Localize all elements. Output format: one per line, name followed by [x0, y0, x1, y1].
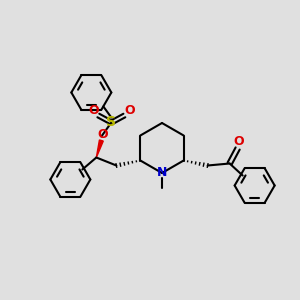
- Text: N: N: [157, 167, 167, 179]
- Text: O: O: [233, 135, 244, 148]
- Text: S: S: [106, 116, 116, 130]
- Text: O: O: [97, 128, 108, 141]
- Text: O: O: [124, 104, 135, 117]
- Polygon shape: [96, 140, 103, 158]
- Text: O: O: [88, 104, 99, 117]
